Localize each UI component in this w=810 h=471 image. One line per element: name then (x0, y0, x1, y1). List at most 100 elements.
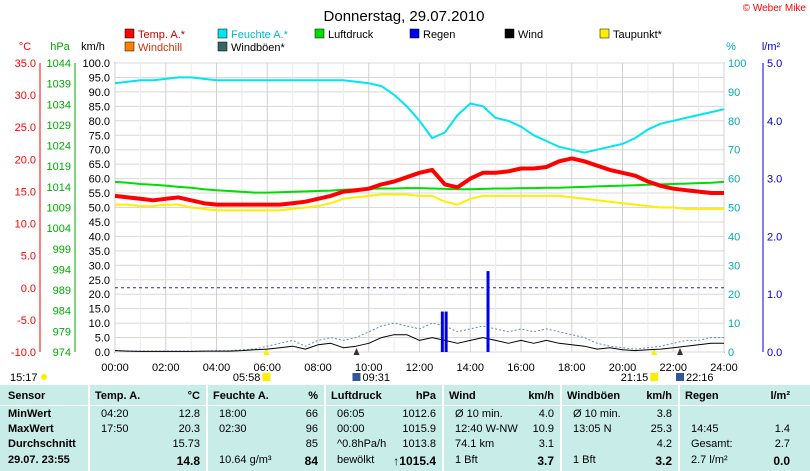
table-cell-value: 3.8 (656, 408, 672, 420)
moonset-icon (352, 373, 361, 381)
wind-tick-label: 5.0 (95, 333, 110, 345)
temp-tick-label: 15.0 (15, 186, 36, 198)
wind-tick-label: 65.0 (89, 159, 110, 171)
chart-legend: Temp. A.* Feuchte A.* Luftdruck Regen Wind Ta… (124, 28, 663, 54)
rain-tick-label: 3.0 (767, 174, 782, 186)
legend-swatch (314, 28, 325, 39)
pressure-tick-label: 1014 (47, 182, 71, 194)
table-cell-value: 1.4 (774, 423, 790, 435)
humidity-unit-label: % (726, 41, 736, 53)
table-header-rain: Regen (685, 390, 719, 402)
table-unit-press: hPa (415, 390, 436, 402)
wind-unit-label: km/h (81, 41, 105, 53)
table-cell-value: 66 (305, 408, 318, 420)
pressure-tick-label: 1044 (47, 58, 71, 70)
rain-tick-label: 5.0 (767, 58, 782, 70)
temp-unit-label: °C (19, 41, 31, 53)
table-cell-sub: 10.64 g/m³ (219, 454, 272, 466)
table-cell-sub: 74.1 km (455, 438, 495, 450)
pressure-tick-label: 989 (53, 285, 71, 297)
table-cell-sub: 1 Bft (455, 454, 478, 466)
legend-swatch (504, 28, 515, 39)
wind-tick-label: 25.0 (89, 275, 110, 287)
sun-icon (41, 374, 47, 380)
wind-tick-label: 100.0 (82, 58, 110, 70)
moonset-marker (353, 348, 360, 355)
legend-swatch (599, 28, 610, 39)
table-cell-sub: 1 Bft (573, 454, 596, 466)
series-line-luftdruck (114, 180, 725, 194)
rain-tick-label: 0.0 (767, 347, 782, 359)
wind-tick-label: 15.0 (89, 304, 110, 316)
table-cell-sub: 17:50 (101, 423, 129, 435)
pressure-tick-label: 1004 (47, 223, 71, 235)
legend-label: Regen (423, 29, 455, 41)
temp-tick-label: 30.0 (15, 90, 36, 102)
table-cell-sub: 06:05 (337, 408, 365, 420)
rain-bar (444, 311, 448, 352)
legend-swatch (409, 28, 420, 39)
time-tick-label: 22:00 (659, 362, 687, 374)
table-unit-rain: l/m² (770, 390, 790, 402)
temp-tick-label: 35.0 (15, 58, 36, 70)
table-cell-sub: 13:05 N (573, 423, 612, 435)
sunrise-time: 05:58 (233, 372, 261, 384)
table-cell-value: 3.2 (655, 454, 672, 468)
humidity-tick-label: 20 (728, 289, 740, 301)
rain-tick-label: 1.0 (767, 289, 782, 301)
moonrise-icon (676, 373, 685, 381)
wind-tick-label: 95.0 (89, 72, 110, 84)
table-cell-value: ↑1015.4 (393, 454, 436, 468)
humidity-tick-label: 100 (728, 58, 746, 70)
humidity-tick-label: 90 (728, 87, 740, 99)
wind-tick-label: 10.0 (89, 318, 110, 330)
chart-axes: °C hPa km/h% l/m² 35.0 30.0 25.0 20.0 15.0 10.0 5.… (10, 41, 782, 384)
time-tick-label: 06:00 (253, 362, 281, 374)
table-cell-sub: ^0.8hPa/h (337, 438, 387, 450)
pressure-tick-label: 999 (53, 244, 71, 256)
copyright-text: © Weber Mike (743, 3, 807, 14)
wind-tick-label: 55.0 (89, 188, 110, 200)
table-cell-sub: 2.7 l/m² (691, 454, 728, 466)
legend-label: Windchill (138, 42, 182, 54)
table-row-label: Durchschnitt (8, 438, 76, 450)
legend-swatch (217, 41, 228, 52)
pressure-tick-label: 1029 (47, 120, 71, 132)
table-row-label: MinWert (8, 408, 52, 420)
table-cell-value: 14.8 (176, 454, 200, 468)
wind-tick-label: 90.0 (89, 87, 110, 99)
wind-tick-label: 30.0 (89, 260, 110, 272)
table-row-label: 29.07. 23:55 (8, 454, 70, 466)
table-cell-value: 84 (304, 454, 318, 468)
table-header-hum: Feuchte A. (213, 390, 269, 402)
table-cell-value: 4.2 (656, 438, 672, 450)
moonrise-marker (677, 348, 684, 355)
table-cell-value: 25.3 (650, 423, 672, 435)
rain-tick-label: 2.0 (767, 231, 782, 243)
humidity-tick-label: 50 (728, 203, 740, 215)
series-line-temp-a (114, 156, 724, 207)
table-cell-sub: 18:00 (219, 408, 247, 420)
table-cell-sub: 00:00 (337, 423, 365, 435)
legend-label: Temp. A.* (138, 29, 186, 41)
pressure-tick-label: 994 (53, 264, 71, 276)
series-line-taupunkt (115, 193, 724, 212)
moonset-time: 09:31 (362, 372, 390, 384)
wind-tick-label: 75.0 (89, 130, 110, 142)
temp-tick-label: -5.0 (17, 315, 36, 327)
series-line-feuchte-a (114, 76, 725, 154)
chart-title: Donnerstag, 29.07.2010 (324, 8, 485, 25)
time-tick-label: 20:00 (609, 362, 637, 374)
table-cell-value: 10.9 (532, 423, 554, 435)
sunset-icon (650, 373, 659, 381)
table-cell-value: 1012.6 (402, 408, 436, 420)
temp-tick-label: 25.0 (15, 122, 36, 134)
humidity-tick-label: 30 (728, 260, 740, 272)
table-cell-sub: bewölkt (337, 454, 375, 466)
time-tick-label: 02:00 (152, 362, 180, 374)
table-cell-value: 20.3 (178, 423, 200, 435)
legend-label: Taupunkt* (613, 29, 663, 41)
temp-tick-label: 5.0 (21, 251, 36, 263)
rain-bar (440, 311, 444, 352)
time-tick-label: 00:00 (101, 362, 129, 374)
